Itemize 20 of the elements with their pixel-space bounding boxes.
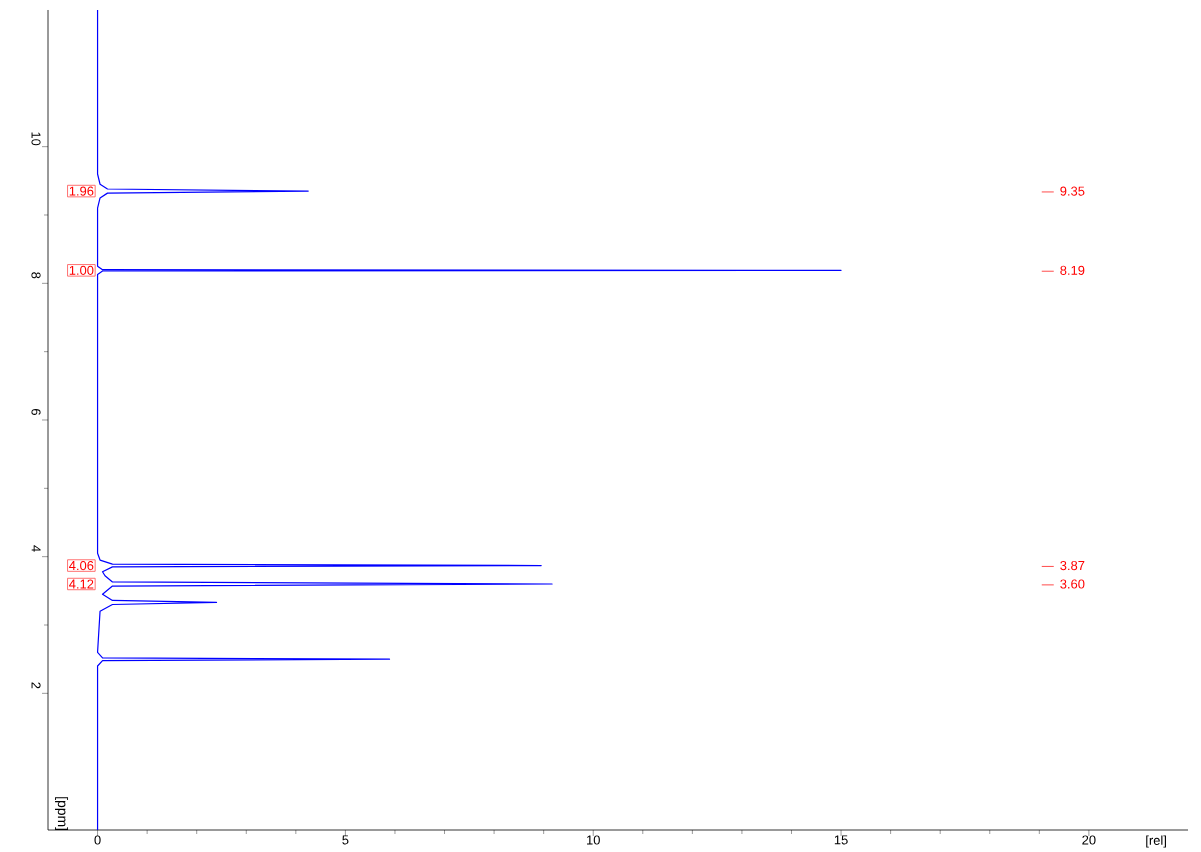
annotation: 1.00 xyxy=(69,265,94,275)
x-tick-label: 10 xyxy=(587,835,600,845)
y-tick-label: 2 xyxy=(31,682,41,689)
x-tick-label: 20 xyxy=(1082,835,1096,845)
annotation: 1.96 xyxy=(69,186,94,196)
annotation: 3.60 xyxy=(1060,579,1085,589)
y-tick-label: 8 xyxy=(31,272,41,279)
y-axis-title: [ppm] xyxy=(55,797,69,831)
x-tick-label: 5 xyxy=(342,835,349,845)
y-tick-label: 6 xyxy=(31,409,41,416)
y-tick-label: 10 xyxy=(31,132,41,146)
annotation: 4.06 xyxy=(69,560,94,571)
annotation: 3.87 xyxy=(1060,560,1085,571)
x-tick-label: 15 xyxy=(834,835,848,845)
y-tick-label: 4 xyxy=(31,545,41,552)
annotation: 9.35 xyxy=(1060,186,1085,196)
annotation: 8.19 xyxy=(1060,265,1085,275)
x-axis-title: [rel] xyxy=(1146,835,1166,848)
x-tick-label: 0 xyxy=(94,835,101,845)
annotation: 4.12 xyxy=(69,579,94,589)
